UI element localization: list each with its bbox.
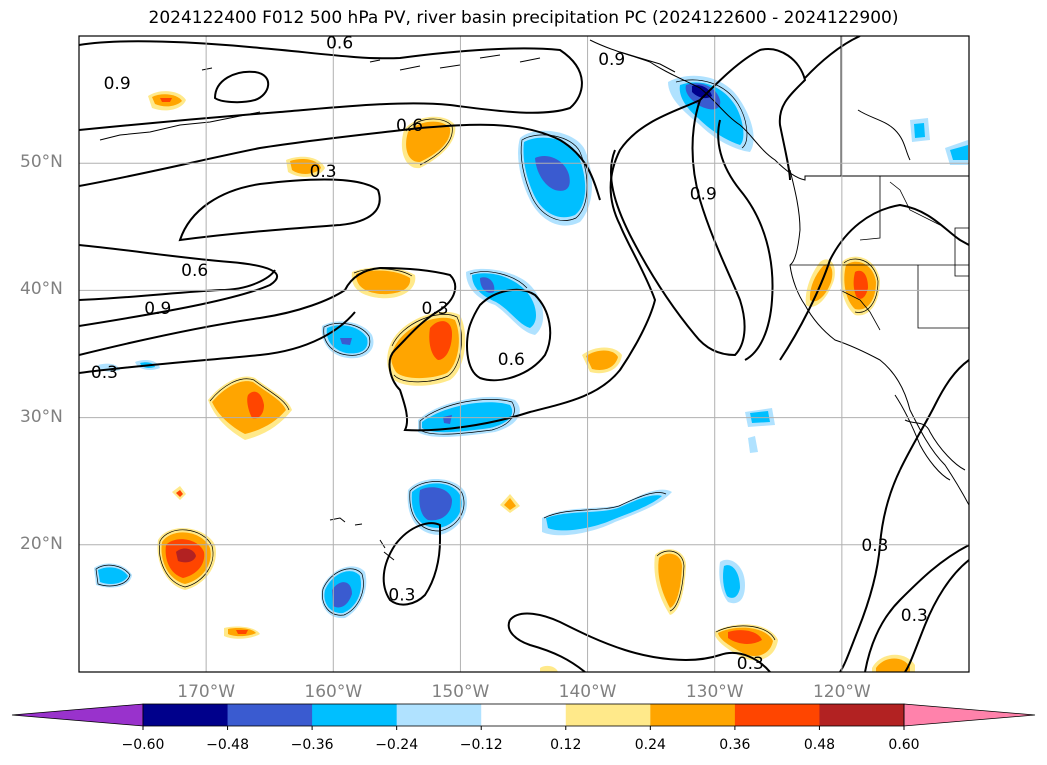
- lon-tick-label: 140°W: [558, 682, 617, 702]
- contour-label: 0.9: [144, 299, 171, 319]
- contour-label: 0.6: [498, 350, 525, 370]
- contour-label: 0.3: [861, 536, 888, 556]
- colorbar-bin: [565, 704, 651, 726]
- colorbar-bin: [734, 704, 820, 726]
- contour-label: 0.9: [690, 185, 717, 205]
- colorbar-tick-label: 0.60: [888, 737, 920, 753]
- colorbar-tick-label: −0.60: [121, 737, 165, 753]
- contour-label: 0.3: [388, 585, 415, 605]
- colorbar-tick-label: −0.24: [375, 737, 419, 753]
- blob-gulf-alaska: [518, 130, 592, 226]
- lon-tick-label: 130°W: [685, 682, 744, 702]
- lat-tick-label: 40°N: [20, 279, 63, 300]
- political-borders: [790, 36, 969, 331]
- lat-tick-label: 20°N: [20, 533, 63, 554]
- colorbar-bin: [650, 704, 736, 726]
- lon-tick-label: 150°W: [431, 682, 490, 702]
- colorbar-bin: [396, 704, 482, 726]
- contour-label: 0.6: [181, 261, 208, 281]
- contour-label: 0.3: [310, 162, 337, 182]
- contour-label: 0.6: [326, 33, 353, 53]
- colorbar-bin: [481, 704, 567, 726]
- colorbar: [11, 703, 1036, 730]
- lat-tick-label: 50°N: [20, 152, 63, 173]
- colorbar-tick-label: 0.36: [719, 737, 751, 753]
- colorbar-bin: [143, 704, 229, 726]
- colorbar-bin: [227, 704, 313, 726]
- colorbar-tick-label: 0.12: [550, 737, 582, 753]
- colorbar-bin: [819, 704, 905, 726]
- coastlines: [99, 39, 969, 561]
- map-title: 2024122400 F012 500 hPa PV, river basin …: [148, 8, 899, 28]
- colorbar-tick-label: 0.48: [803, 737, 836, 753]
- graticule: [79, 36, 969, 672]
- contour-label: 0.6: [396, 116, 423, 136]
- blob-orange-35n: [387, 311, 466, 386]
- lat-tick-label: 30°N: [20, 406, 63, 427]
- contour-label: 0.9: [104, 74, 131, 94]
- contour-labels: 0.9 0.6 0.9 0.6 0.3 0.9 0.6 0.9 0.3 0.6 0.3 0.3 0.3 0…: [91, 33, 928, 674]
- colorbar-extend-low: [11, 703, 144, 727]
- colorbar-tick-label: −0.36: [290, 737, 334, 753]
- colorbar-bin: [312, 704, 398, 726]
- lon-tick-label: 170°W: [177, 682, 236, 702]
- colorbar-tick-label: −0.12: [459, 737, 503, 753]
- colorbar-tick-label: 0.24: [634, 737, 666, 753]
- contour-label: 0.9: [598, 50, 625, 70]
- contour-label: 0.3: [901, 606, 928, 626]
- map-frame: [78, 35, 970, 673]
- contour-label: 0.3: [737, 654, 764, 674]
- lon-tick-label: 160°W: [304, 682, 363, 702]
- colorbar-extend-high: [903, 703, 1036, 727]
- colorbar-tick-label: −0.48: [206, 737, 249, 753]
- lon-tick-label: 120°W: [812, 682, 871, 702]
- blob-blue-23n: [407, 478, 468, 535]
- contour-label: 0.3: [91, 363, 118, 383]
- contour-label: 0.3: [421, 299, 448, 319]
- shading-outlines: [95, 79, 879, 641]
